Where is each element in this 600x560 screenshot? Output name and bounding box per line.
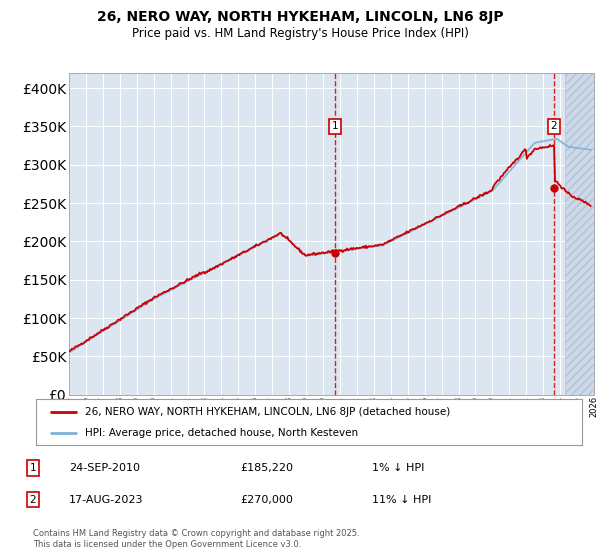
Text: £185,220: £185,220 bbox=[240, 463, 293, 473]
Text: 2: 2 bbox=[29, 494, 37, 505]
Bar bbox=[565, 73, 594, 395]
Text: 1: 1 bbox=[332, 122, 339, 132]
Text: 24-SEP-2010: 24-SEP-2010 bbox=[69, 463, 140, 473]
Text: Contains HM Land Registry data © Crown copyright and database right 2025.
This d: Contains HM Land Registry data © Crown c… bbox=[33, 529, 359, 549]
Text: 11% ↓ HPI: 11% ↓ HPI bbox=[372, 494, 431, 505]
Text: Price paid vs. HM Land Registry's House Price Index (HPI): Price paid vs. HM Land Registry's House … bbox=[131, 27, 469, 40]
Text: HPI: Average price, detached house, North Kesteven: HPI: Average price, detached house, Nort… bbox=[85, 428, 358, 438]
Text: 1% ↓ HPI: 1% ↓ HPI bbox=[372, 463, 424, 473]
Text: 26, NERO WAY, NORTH HYKEHAM, LINCOLN, LN6 8JP (detached house): 26, NERO WAY, NORTH HYKEHAM, LINCOLN, LN… bbox=[85, 407, 451, 417]
Text: 1: 1 bbox=[29, 463, 37, 473]
Text: 26, NERO WAY, NORTH HYKEHAM, LINCOLN, LN6 8JP: 26, NERO WAY, NORTH HYKEHAM, LINCOLN, LN… bbox=[97, 10, 503, 24]
Text: £270,000: £270,000 bbox=[240, 494, 293, 505]
Text: 17-AUG-2023: 17-AUG-2023 bbox=[69, 494, 143, 505]
Text: 2: 2 bbox=[551, 122, 557, 132]
